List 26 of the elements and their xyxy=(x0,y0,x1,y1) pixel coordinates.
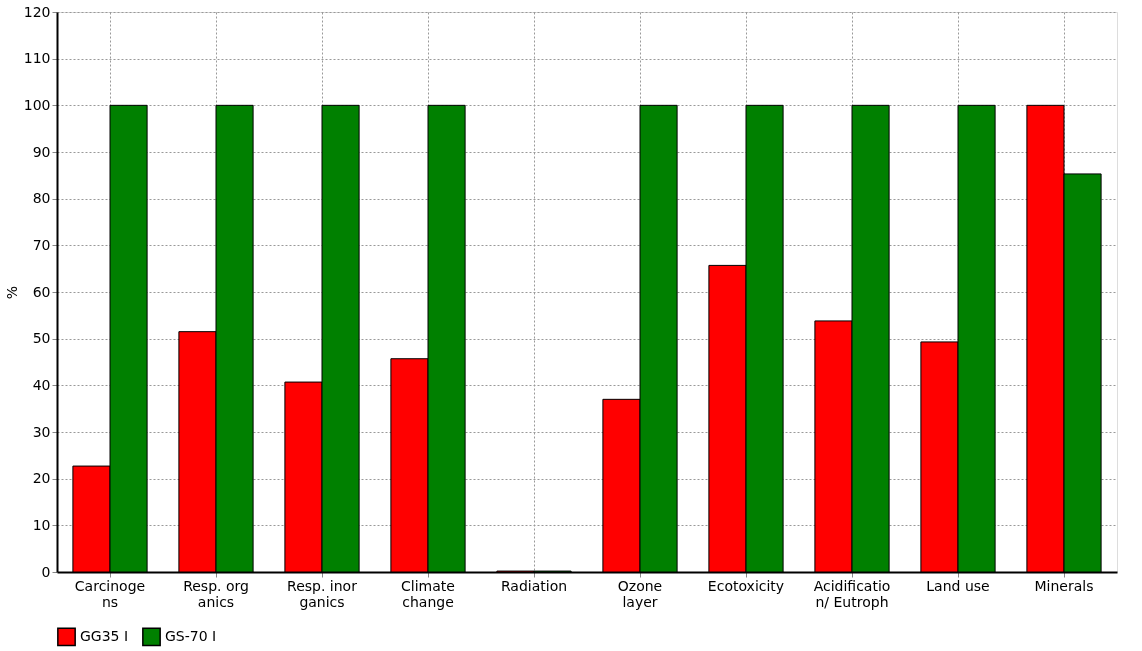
y-tick-label: 20 xyxy=(32,470,51,487)
x-tick-label: Resp. org anics xyxy=(183,577,249,610)
x-tick-label: Ozone layer xyxy=(617,577,663,610)
x-tick-label: Ecotoxicity xyxy=(707,577,785,594)
y-tick-label: 110 xyxy=(23,50,51,67)
y-tick-label: 10 xyxy=(32,516,51,533)
x-tick-label: Resp. inor ganics xyxy=(287,577,358,610)
legend-label: GG35 I xyxy=(80,627,129,644)
y-tick-label: 40 xyxy=(32,376,51,393)
y-tick-label: 120 xyxy=(23,3,51,20)
x-tick-label: Climate change xyxy=(401,577,455,610)
y-tick-label: 60 xyxy=(32,283,51,300)
y-tick-label: 70 xyxy=(32,236,51,253)
y-tick-label: 80 xyxy=(32,190,51,207)
x-tick-label: Land use xyxy=(926,577,990,594)
y-tick-label: 100 xyxy=(23,96,51,113)
y-axis-title: % xyxy=(3,285,20,300)
legend-label: GS-70 I xyxy=(165,627,217,644)
x-tick-label: Minerals xyxy=(1034,577,1094,594)
x-tick-label: Carcinoge ns xyxy=(74,577,146,610)
x-tick-label: Acidificatio n/ Eutroph xyxy=(813,577,891,610)
y-tick-label: 0 xyxy=(41,563,51,580)
y-tick-label: 30 xyxy=(32,423,51,440)
x-tick-label: Radiation xyxy=(500,577,568,594)
y-tick-label: 50 xyxy=(32,330,51,347)
y-tick-label: 90 xyxy=(32,143,51,160)
